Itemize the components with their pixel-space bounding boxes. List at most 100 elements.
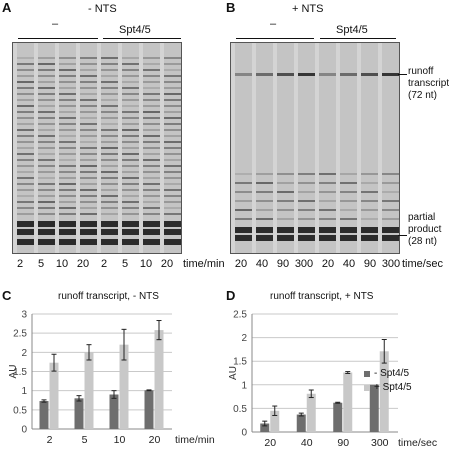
gel-band <box>122 81 139 83</box>
gel-band <box>122 87 139 89</box>
gel-band <box>80 207 97 209</box>
gel-band <box>17 171 34 173</box>
gel-band <box>17 221 34 227</box>
gel-band <box>122 207 139 209</box>
gel-band <box>101 183 118 185</box>
gel-lane <box>17 43 34 253</box>
gel-band <box>340 209 357 211</box>
gel-band <box>122 129 139 131</box>
gel-band <box>235 173 252 175</box>
lane-label: 10 <box>55 258 69 270</box>
gel-band <box>17 63 34 65</box>
lane-label: 300 <box>294 258 314 270</box>
gel-band <box>143 239 160 245</box>
panel-letter-d: D <box>226 288 236 303</box>
legend-label: + Spt4/5 <box>374 382 412 393</box>
gel-band <box>361 227 378 233</box>
gel-band <box>143 229 160 235</box>
gel-band <box>382 235 399 241</box>
gel-band <box>382 191 399 193</box>
y-tick-label: 0 <box>241 428 247 439</box>
gel-band <box>59 201 76 203</box>
gel-band <box>122 201 139 203</box>
gel-band <box>340 182 357 184</box>
unit-label-b: time/sec <box>402 258 443 270</box>
gel-band <box>382 73 399 76</box>
gel-band <box>122 229 139 235</box>
legend-item: - Spt4/5 <box>364 368 412 379</box>
gel-band <box>298 218 315 220</box>
gel-band <box>17 229 34 235</box>
gel-band <box>143 141 160 143</box>
x-tick-label: 90 <box>337 437 349 449</box>
gel-band <box>59 141 76 143</box>
gel-band <box>38 221 55 227</box>
gel-band <box>80 141 97 143</box>
y-tick-label: 1 <box>21 386 27 397</box>
gel-lane <box>122 43 139 253</box>
gel-band <box>319 227 336 233</box>
gel-band <box>277 209 294 211</box>
gel-band <box>319 209 336 211</box>
gel-band <box>101 177 118 179</box>
gel-band <box>319 200 336 202</box>
gel-band <box>164 93 181 95</box>
gel-band <box>80 177 97 179</box>
gel-band <box>122 99 139 101</box>
gel-band <box>38 229 55 235</box>
gel-band <box>122 75 139 77</box>
gel-band <box>38 75 55 77</box>
gel-band <box>122 183 139 185</box>
gel-band <box>38 201 55 203</box>
gel-band <box>80 195 97 197</box>
legend-swatch <box>364 384 370 391</box>
lane-label: 5 <box>121 258 129 270</box>
gel-band <box>143 105 160 107</box>
x-tick-label: 40 <box>301 437 313 449</box>
gel-band <box>17 177 34 179</box>
gel-band <box>361 200 378 202</box>
gel-band <box>319 235 336 241</box>
gel-band <box>361 218 378 220</box>
lane-label: 2 <box>100 258 108 270</box>
gel-band <box>101 159 118 161</box>
gel-band <box>143 183 160 185</box>
gel-band <box>101 87 118 89</box>
gel-band <box>101 63 118 65</box>
gel-band <box>80 87 97 89</box>
gel-band <box>80 129 97 131</box>
gel-band <box>59 221 76 227</box>
gel-band <box>17 111 34 113</box>
gel-band <box>80 201 97 203</box>
gel-band <box>143 221 160 227</box>
gel-band <box>235 209 252 211</box>
gel-band <box>122 141 139 143</box>
gel-band <box>382 182 399 184</box>
gel-band <box>340 227 357 233</box>
gel-band <box>277 73 294 76</box>
gel-band <box>122 239 139 245</box>
y-tick-label: 3 <box>21 310 27 321</box>
lane-label: 20 <box>160 258 174 270</box>
gel-band <box>122 105 139 107</box>
gel-band <box>17 159 34 161</box>
x-tick-label: 2 <box>47 434 53 446</box>
gel-band <box>38 147 55 149</box>
gel-band <box>256 200 273 202</box>
gel-lane <box>59 43 76 253</box>
gel-band <box>38 183 55 185</box>
gel-band <box>164 171 181 173</box>
bar <box>74 398 84 429</box>
gel-band <box>143 147 160 149</box>
partial-label-line: (28 nt) <box>408 236 437 247</box>
gel-band <box>38 105 55 107</box>
gel-lane <box>340 43 357 253</box>
partial-label: partial product (28 nt) <box>408 212 441 248</box>
gel-band <box>143 177 160 179</box>
gel-band <box>361 182 378 184</box>
gel-band <box>143 123 160 125</box>
gel-band <box>38 153 55 155</box>
gel-band <box>17 207 34 209</box>
gel-band <box>80 111 97 113</box>
lane-label: 10 <box>139 258 153 270</box>
